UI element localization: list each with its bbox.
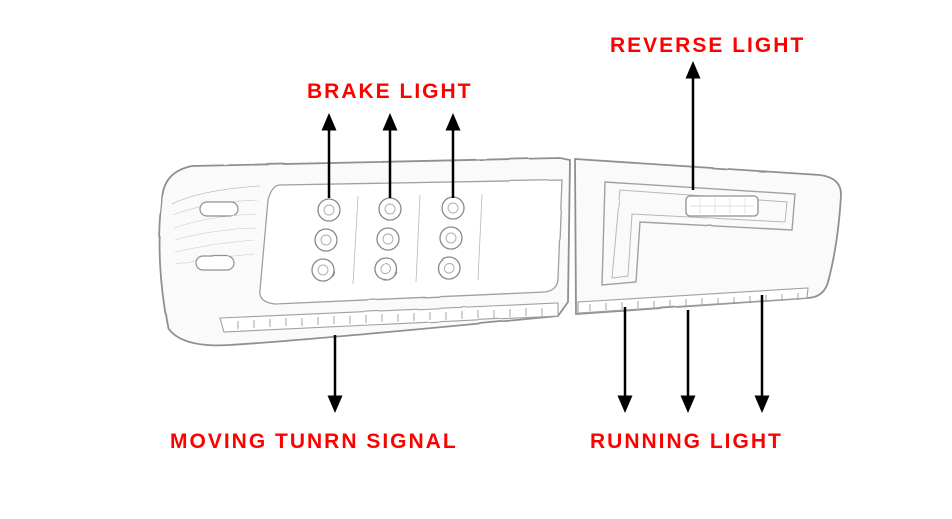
taillight-sketch (0, 0, 952, 519)
slot-indicator-2 (196, 256, 234, 270)
taillight-diagram: BRAKE LIGHT REVERSE LIGHT MOVING TUNRN S… (0, 0, 952, 519)
brake-panel (260, 180, 562, 304)
label-brake-light: BRAKE LIGHT (307, 80, 473, 104)
label-moving-turn-signal: MOVING TUNRN SIGNAL (170, 430, 458, 454)
slot-indicator-1 (200, 202, 238, 216)
label-reverse-light: REVERSE LIGHT (610, 34, 805, 58)
label-running-light: RUNNING LIGHT (590, 430, 783, 454)
